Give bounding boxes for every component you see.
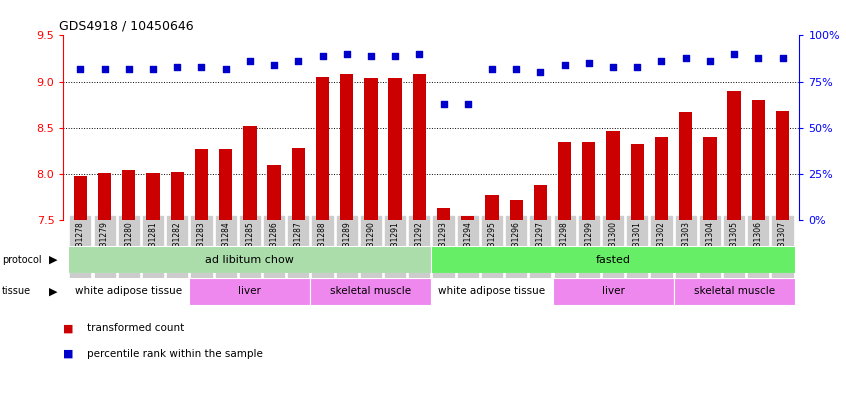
Bar (431, 246, 794, 273)
Bar (171, 172, 184, 220)
Bar (122, 170, 135, 220)
Point (292, 58, 305, 64)
Point (316, 53, 329, 59)
Text: tissue: tissue (2, 286, 30, 296)
Bar (751, 100, 765, 220)
Bar (388, 78, 402, 220)
Text: ▶: ▶ (49, 286, 58, 296)
Point (678, 54, 692, 61)
Point (122, 66, 135, 72)
Bar (219, 149, 233, 220)
Bar (98, 173, 112, 220)
Point (558, 62, 571, 68)
Bar (267, 165, 281, 220)
Point (437, 101, 450, 107)
Bar (340, 74, 354, 220)
Bar (607, 131, 620, 220)
Point (607, 64, 620, 70)
Text: white adipose tissue: white adipose tissue (75, 286, 183, 296)
Text: protocol: protocol (2, 255, 41, 265)
Text: percentile rank within the sample: percentile rank within the sample (87, 349, 263, 359)
Point (267, 62, 281, 68)
Point (171, 64, 184, 70)
Point (630, 64, 644, 70)
Point (74, 66, 87, 72)
Bar (679, 112, 692, 220)
Bar (431, 278, 552, 305)
Bar (703, 137, 717, 220)
Point (728, 51, 741, 57)
Bar (190, 278, 310, 305)
Point (461, 101, 475, 107)
Bar (365, 78, 377, 220)
Bar (509, 200, 523, 220)
Point (486, 66, 499, 72)
Bar (413, 74, 426, 220)
Bar (316, 77, 329, 220)
Bar (630, 144, 644, 220)
Point (219, 66, 233, 72)
Text: liver: liver (602, 286, 624, 296)
Text: skeletal muscle: skeletal muscle (694, 286, 775, 296)
Bar (69, 246, 431, 273)
Point (388, 53, 402, 59)
Text: transformed count: transformed count (87, 323, 184, 333)
Bar (310, 278, 431, 305)
Point (509, 66, 523, 72)
Point (751, 54, 765, 61)
Bar (776, 111, 789, 220)
Text: fasted: fasted (596, 255, 630, 265)
Point (243, 58, 256, 64)
Point (655, 58, 668, 64)
Bar (195, 149, 208, 220)
Text: ▶: ▶ (49, 255, 58, 265)
Bar (728, 91, 741, 220)
Bar (74, 176, 87, 220)
Text: liver: liver (239, 286, 261, 296)
Point (413, 51, 426, 57)
Bar (292, 148, 305, 220)
Bar (437, 208, 450, 220)
Bar (486, 195, 498, 220)
Point (146, 66, 160, 72)
Text: skeletal muscle: skeletal muscle (331, 286, 411, 296)
Text: ad libitum chow: ad libitum chow (206, 255, 294, 265)
Point (703, 58, 717, 64)
Bar (243, 126, 256, 220)
Point (582, 60, 596, 66)
Bar (673, 278, 794, 305)
Bar (534, 185, 547, 220)
Text: ■: ■ (63, 349, 74, 359)
Text: white adipose tissue: white adipose tissue (438, 286, 546, 296)
Point (98, 66, 112, 72)
Bar (582, 141, 596, 220)
Bar (146, 173, 160, 220)
Bar (461, 217, 475, 220)
Point (534, 69, 547, 75)
Point (776, 54, 789, 61)
Bar (655, 137, 668, 220)
Bar (69, 278, 190, 305)
Text: ■: ■ (63, 323, 74, 333)
Point (195, 64, 208, 70)
Bar (552, 278, 673, 305)
Text: GDS4918 / 10450646: GDS4918 / 10450646 (59, 20, 194, 33)
Bar (558, 141, 571, 220)
Point (340, 51, 354, 57)
Point (364, 53, 377, 59)
